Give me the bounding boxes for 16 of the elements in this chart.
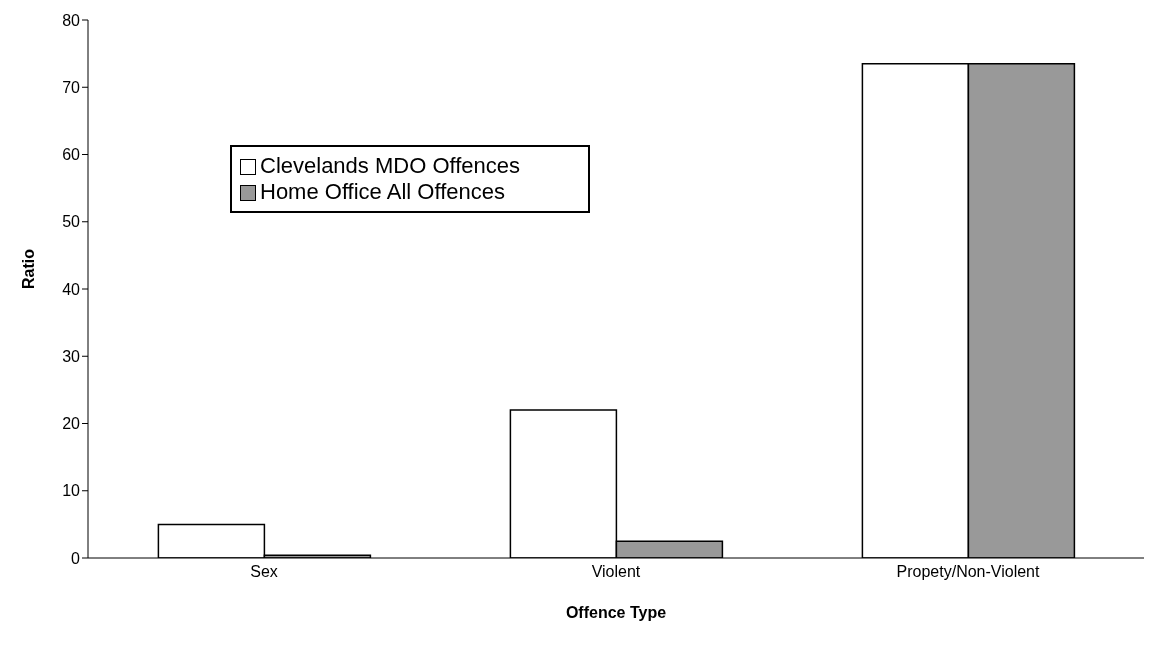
y-tick-label: 70 [62, 78, 81, 96]
y-tick-label: 80 [62, 11, 81, 29]
y-tick-label: 10 [62, 482, 81, 500]
x-tick-label: Sex [250, 563, 278, 581]
legend-label: Clevelands MDO Offences [260, 153, 521, 179]
x-tick-label: Propety/Non-Violent [896, 563, 1040, 581]
legend-label: Home Office All Offences [260, 179, 505, 205]
y-tick-label: 0 [71, 549, 81, 567]
x-axis-title: Offence Type [565, 604, 667, 621]
x-tick-label: Violent [591, 563, 641, 581]
y-tick-label: 30 [62, 347, 81, 365]
y-tick-label: 40 [62, 280, 81, 298]
y-tick-label: 20 [62, 415, 81, 433]
y-tick-label: 60 [62, 146, 81, 164]
y-axis-title: Ratio [19, 248, 37, 289]
y-tick-label: 50 [62, 213, 81, 231]
